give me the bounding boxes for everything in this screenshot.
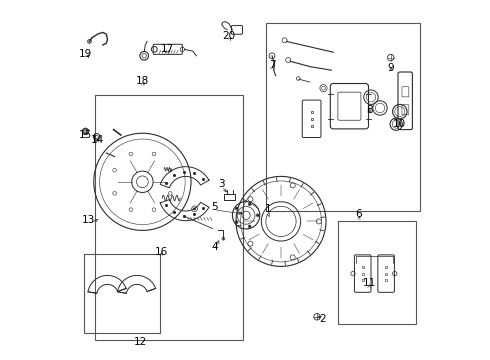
Bar [338,221,416,324]
Text: 2: 2 [319,314,326,324]
Text: 6: 6 [355,209,362,219]
Text: 5: 5 [211,202,218,212]
Text: 1: 1 [265,204,272,214]
Circle shape [256,214,259,217]
Text: 8: 8 [366,105,372,115]
Circle shape [248,225,251,228]
Text: 13: 13 [82,215,95,225]
Text: 17: 17 [161,44,174,54]
Circle shape [193,207,196,210]
Circle shape [248,203,251,206]
Text: 18: 18 [136,76,149,86]
Text: 14: 14 [91,135,104,145]
Circle shape [235,221,238,224]
Text: 3: 3 [218,179,225,189]
Text: 15: 15 [79,130,93,140]
Text: 16: 16 [155,247,168,257]
Text: 11: 11 [363,278,376,288]
Bar [84,254,160,333]
Text: 10: 10 [393,119,406,129]
Bar [266,23,419,211]
Text: 12: 12 [134,337,147,347]
Text: 4: 4 [211,242,218,252]
Text: 20: 20 [222,31,235,41]
Text: 9: 9 [388,63,394,73]
Text: 7: 7 [269,60,275,70]
Bar [95,95,243,340]
Text: 19: 19 [79,49,93,59]
Circle shape [235,207,238,210]
